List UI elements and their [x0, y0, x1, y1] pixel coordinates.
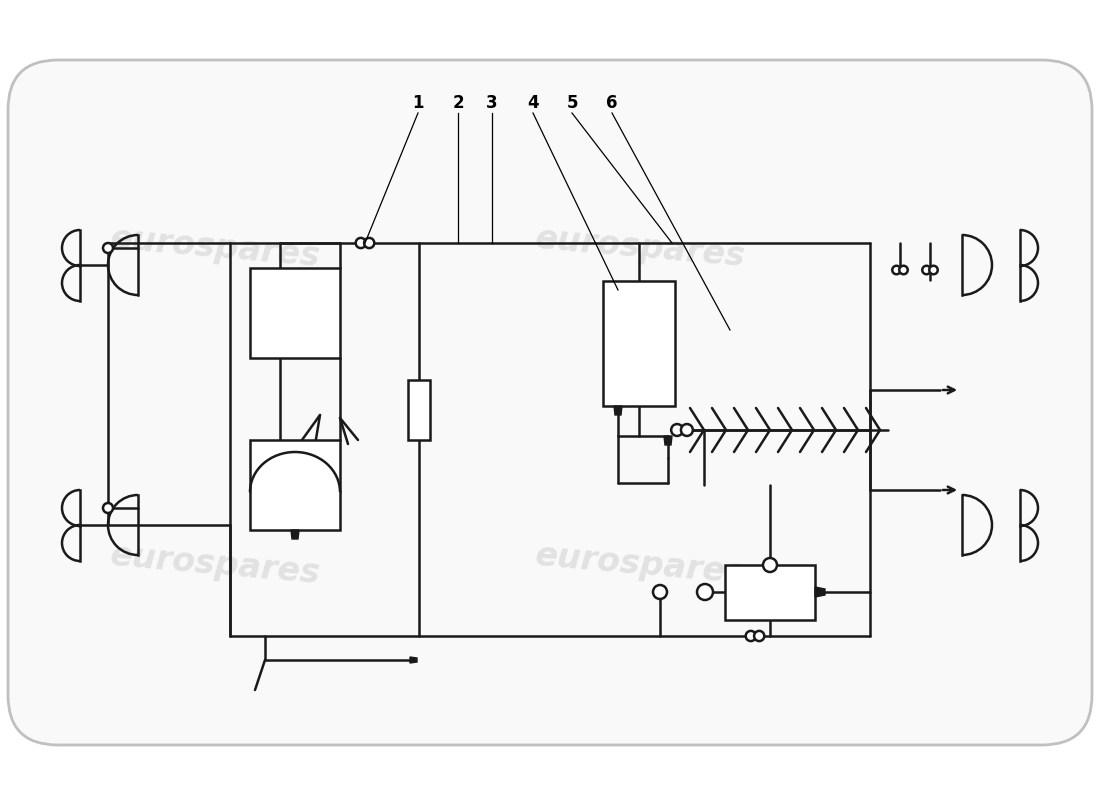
Text: 5: 5: [566, 94, 578, 112]
Text: eurospares: eurospares: [109, 539, 321, 590]
Text: eurospares: eurospares: [109, 222, 321, 274]
Circle shape: [653, 585, 667, 599]
Polygon shape: [815, 587, 825, 597]
Circle shape: [922, 266, 931, 274]
Bar: [603, 281, 675, 406]
Bar: [250, 268, 340, 358]
Polygon shape: [664, 436, 672, 445]
Circle shape: [930, 266, 937, 274]
Bar: [250, 440, 340, 530]
Polygon shape: [614, 406, 622, 415]
Circle shape: [364, 238, 374, 248]
Polygon shape: [410, 657, 417, 663]
Circle shape: [681, 424, 693, 436]
Bar: [725, 565, 815, 620]
Text: 1: 1: [412, 94, 424, 112]
FancyBboxPatch shape: [8, 60, 1092, 745]
Circle shape: [900, 266, 908, 274]
Polygon shape: [292, 530, 299, 539]
Circle shape: [355, 238, 366, 248]
Text: eurospares: eurospares: [534, 539, 747, 590]
Text: 6: 6: [606, 94, 618, 112]
Text: 2: 2: [452, 94, 464, 112]
Text: 4: 4: [527, 94, 539, 112]
Circle shape: [671, 424, 683, 436]
Text: eurospares: eurospares: [534, 222, 747, 274]
Bar: [408, 380, 430, 440]
Circle shape: [746, 631, 756, 641]
Text: 3: 3: [486, 94, 498, 112]
Circle shape: [103, 243, 113, 253]
Circle shape: [755, 631, 764, 641]
Circle shape: [892, 266, 901, 274]
Circle shape: [697, 584, 713, 600]
Circle shape: [103, 503, 113, 513]
Circle shape: [763, 558, 777, 572]
